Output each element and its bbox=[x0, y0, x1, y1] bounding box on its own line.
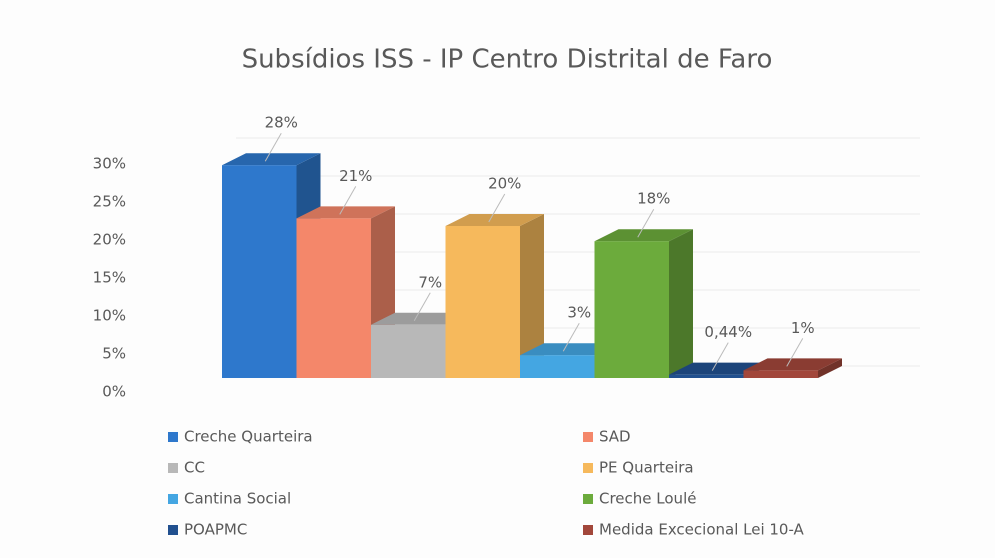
data-label: 28% bbox=[265, 114, 298, 132]
y-tick-label: 0% bbox=[102, 383, 126, 401]
data-label: 21% bbox=[339, 167, 372, 185]
y-tick-label: 20% bbox=[93, 231, 126, 249]
bar bbox=[222, 165, 297, 378]
legend-label: CC bbox=[184, 459, 205, 477]
bar bbox=[669, 374, 744, 378]
bar-top bbox=[594, 229, 693, 242]
data-label: 7% bbox=[418, 273, 442, 291]
legend-label: PE Quarteira bbox=[599, 459, 694, 477]
bar bbox=[594, 241, 669, 378]
leader-line bbox=[637, 208, 655, 238]
legend-swatch bbox=[583, 494, 593, 504]
bar-top bbox=[520, 343, 619, 356]
y-tick-label: 25% bbox=[93, 193, 126, 211]
leader-line bbox=[264, 132, 282, 162]
leader-line bbox=[413, 292, 431, 322]
bar-top bbox=[743, 358, 842, 371]
bar bbox=[371, 324, 446, 378]
bar-top bbox=[371, 312, 470, 325]
data-label: 0,44% bbox=[704, 323, 752, 341]
legend-swatch bbox=[168, 432, 178, 442]
legend-swatch bbox=[583, 432, 593, 442]
leader-line bbox=[339, 186, 357, 215]
bar bbox=[743, 370, 818, 378]
legend-label: SAD bbox=[599, 428, 631, 446]
y-tick-label: 10% bbox=[93, 307, 126, 325]
legend-label: Creche Loulé bbox=[599, 490, 696, 508]
legend-label: Medida Excecional Lei 10-A bbox=[599, 521, 805, 539]
chart-title: Subsídios ISS - IP Centro Distrital de F… bbox=[242, 45, 773, 75]
data-label: 1% bbox=[791, 319, 815, 337]
legend-swatch bbox=[168, 525, 178, 535]
bar bbox=[445, 226, 520, 378]
data-label: 20% bbox=[488, 175, 521, 193]
leader-line bbox=[488, 193, 506, 223]
bar-side bbox=[669, 229, 693, 378]
y-tick-label: 30% bbox=[93, 155, 126, 173]
bar-top bbox=[296, 206, 395, 219]
bar bbox=[296, 218, 371, 378]
bar-top bbox=[669, 362, 768, 375]
data-label: 3% bbox=[567, 304, 591, 322]
bar-side bbox=[520, 214, 544, 378]
y-tick-label: 5% bbox=[102, 345, 126, 363]
bar-top bbox=[222, 153, 321, 166]
leader-line bbox=[562, 322, 580, 352]
legend-label: POAPMC bbox=[184, 521, 247, 539]
y-tick-label: 15% bbox=[93, 269, 126, 287]
leader-line bbox=[786, 338, 804, 367]
legend-swatch bbox=[583, 463, 593, 473]
bar-top bbox=[445, 214, 544, 226]
leader-line bbox=[711, 342, 729, 371]
legend-label: Creche Quarteira bbox=[184, 428, 313, 446]
bar bbox=[520, 355, 595, 378]
legend-swatch bbox=[168, 463, 178, 473]
legend-swatch bbox=[168, 494, 178, 504]
legend-label: Cantina Social bbox=[184, 490, 291, 508]
bar-side bbox=[818, 358, 842, 378]
legend-swatch bbox=[583, 525, 593, 535]
data-label: 18% bbox=[637, 190, 670, 208]
